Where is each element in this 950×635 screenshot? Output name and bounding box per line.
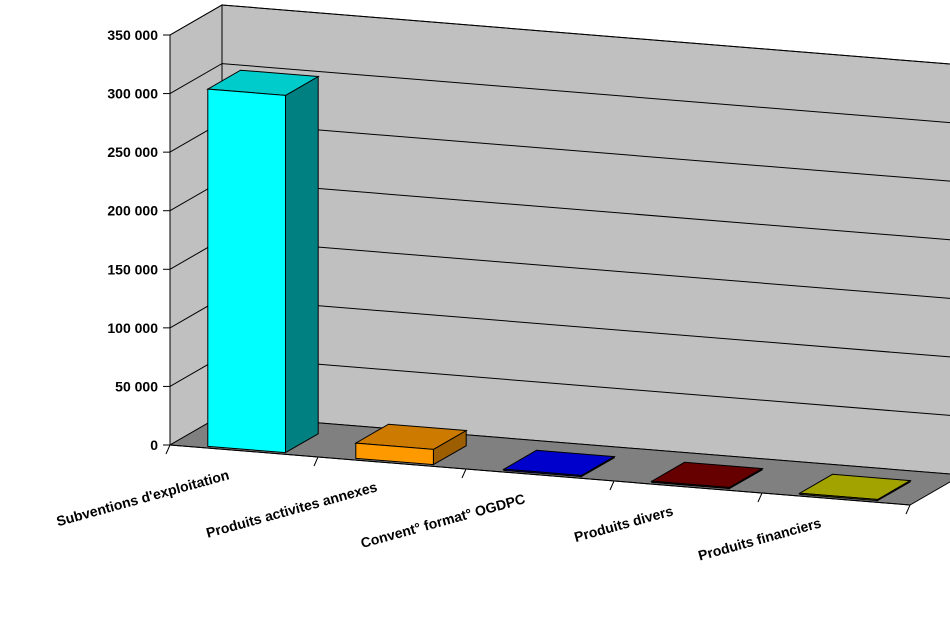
y-tick-label: 0 bbox=[150, 437, 158, 453]
y-tick-label: 200 000 bbox=[107, 203, 158, 219]
gridline bbox=[169, 4, 950, 65]
bar-front bbox=[799, 492, 878, 502]
bar-front bbox=[651, 480, 730, 490]
y-tick-label: 50 000 bbox=[115, 378, 158, 394]
x-tick bbox=[757, 492, 763, 503]
category-label: Produits activites annexes bbox=[204, 478, 379, 540]
bar-front bbox=[503, 468, 582, 478]
category-label: Convent° format° OGDPC bbox=[359, 490, 527, 551]
bar-side bbox=[285, 75, 319, 454]
bar-front bbox=[207, 88, 286, 454]
x-tick bbox=[313, 456, 319, 467]
category-label: Produits financiers bbox=[696, 514, 823, 563]
bar bbox=[354, 423, 468, 466]
x-tick bbox=[165, 444, 171, 455]
bar bbox=[650, 461, 764, 490]
category-label: Produits divers bbox=[572, 502, 675, 545]
gridline bbox=[169, 63, 950, 124]
bar bbox=[206, 69, 320, 454]
y-tick-label: 250 000 bbox=[107, 144, 158, 160]
x-tick bbox=[609, 480, 615, 491]
bar-front bbox=[355, 442, 434, 466]
x-tick bbox=[905, 504, 911, 515]
bar bbox=[502, 449, 616, 478]
x-tick bbox=[461, 468, 467, 479]
x-axis-line bbox=[169, 444, 911, 506]
y-tick-label: 350 000 bbox=[107, 27, 158, 43]
y-tick-label: 100 000 bbox=[107, 320, 158, 336]
back-wall bbox=[221, 4, 950, 475]
y-tick-label: 150 000 bbox=[107, 261, 158, 277]
category-label: Subventions d'exploitation bbox=[55, 466, 231, 529]
y-tick-label: 300 000 bbox=[107, 86, 158, 102]
bar bbox=[798, 473, 912, 502]
